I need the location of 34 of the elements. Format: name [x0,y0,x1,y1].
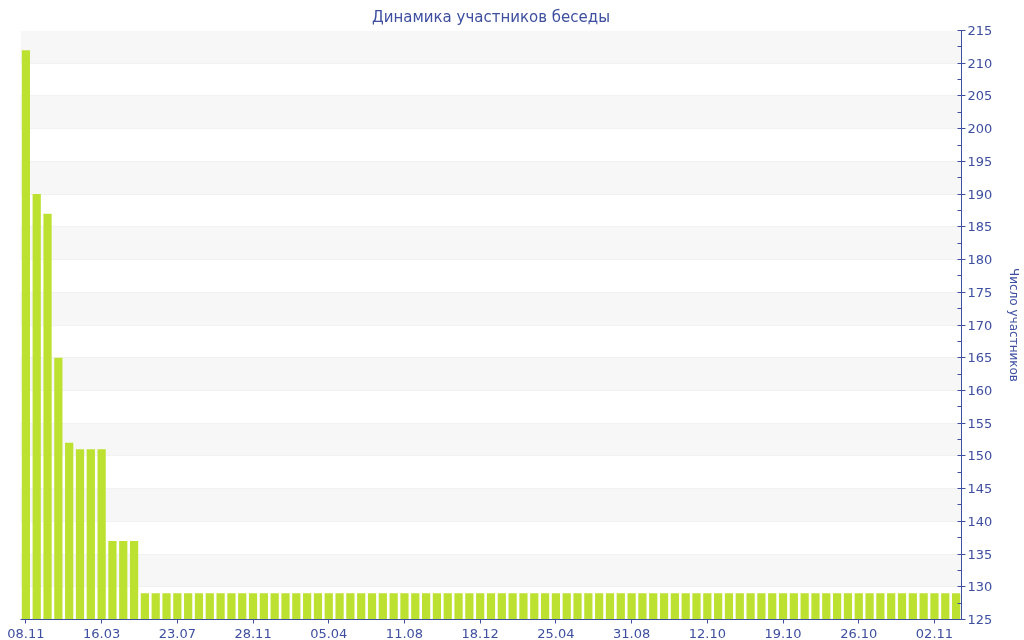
x-tick-label: 08.11 [7,625,45,640]
y-tick-label: 130 [967,579,993,595]
y-tick-label: 145 [967,481,993,497]
x-tick-label: 25.04 [537,625,575,640]
y-tick-label: 165 [967,350,993,366]
y-tick-label: 140 [967,513,993,529]
x-tick-label: 28.11 [234,625,272,640]
x-tick-label: 18.12 [461,625,499,640]
y-tick-label: 185 [967,219,993,235]
y-tick-label: 155 [967,415,993,431]
y-tick-label: 125 [967,612,993,627]
y-tick-label: 205 [967,88,993,104]
y-axis-title: Число участников [1007,268,1022,382]
y-tick-label: 195 [967,153,993,169]
x-tick-label: 16.03 [83,625,121,640]
x-tick-label: 26.10 [840,625,878,640]
y-tick-label: 150 [967,448,993,464]
y-tick-label: 200 [967,121,993,137]
y-tick-label: 180 [967,252,993,268]
y-tick-label: 215 [967,23,993,38]
x-tick-label: 23.07 [158,625,196,640]
y-tick-label: 135 [967,546,993,562]
y-tick-label: 210 [967,55,993,71]
x-tick-label: 31.08 [613,625,651,640]
x-tick-label: 02.11 [915,625,954,640]
chart-title: Динамика участников беседы [371,7,611,26]
x-tick-label: 05.04 [310,625,348,640]
x-tick-label: 11.08 [385,625,424,640]
y-tick-label: 175 [967,284,993,300]
x-tick-label: 19.10 [764,625,802,640]
y-tick-label: 190 [967,186,993,202]
y-tick-label: 170 [967,317,993,333]
x-tick-label: 12.10 [688,625,726,640]
y-tick-label: 160 [967,382,993,398]
